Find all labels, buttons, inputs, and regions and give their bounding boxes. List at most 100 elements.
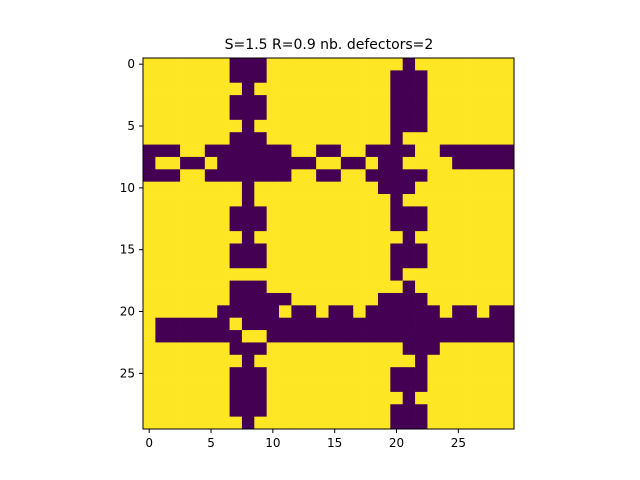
heatmap-cell bbox=[452, 206, 465, 220]
heatmap-cell bbox=[390, 206, 404, 220]
heatmap-cell bbox=[316, 317, 329, 331]
heatmap-cell bbox=[155, 379, 169, 393]
heatmap-cell bbox=[427, 391, 441, 405]
heatmap-cell bbox=[316, 292, 329, 306]
heatmap-cell bbox=[377, 206, 391, 220]
heatmap-cell bbox=[353, 367, 366, 380]
heatmap-cell bbox=[279, 354, 292, 368]
heatmap-cell bbox=[415, 292, 428, 306]
heatmap-cell bbox=[303, 379, 317, 393]
heatmap-cell bbox=[204, 317, 218, 331]
heatmap-cell bbox=[279, 268, 292, 281]
heatmap-cell bbox=[489, 70, 502, 84]
heatmap-cell bbox=[353, 144, 366, 158]
heatmap-cell bbox=[476, 354, 490, 368]
heatmap-cell bbox=[489, 231, 502, 244]
heatmap-cell bbox=[402, 169, 416, 183]
heatmap-cell bbox=[415, 82, 428, 96]
heatmap-cell bbox=[291, 330, 305, 343]
heatmap-cell bbox=[229, 169, 243, 183]
heatmap-cell bbox=[439, 231, 453, 244]
heatmap-cell bbox=[192, 156, 206, 170]
heatmap-cell bbox=[452, 354, 465, 368]
heatmap-cell bbox=[266, 206, 280, 220]
heatmap-cell bbox=[192, 181, 206, 195]
heatmap-cell bbox=[439, 317, 453, 331]
heatmap-cell bbox=[415, 404, 428, 417]
heatmap-cell bbox=[217, 181, 230, 195]
heatmap-cell bbox=[476, 416, 490, 430]
heatmap-cell bbox=[143, 82, 156, 96]
heatmap-cell bbox=[143, 404, 156, 417]
heatmap-cell bbox=[266, 317, 280, 331]
heatmap-cell bbox=[328, 280, 342, 294]
heatmap-cell bbox=[464, 194, 478, 207]
heatmap-cell bbox=[340, 292, 354, 306]
heatmap-cell bbox=[241, 194, 255, 207]
heatmap-cell bbox=[452, 82, 465, 96]
heatmap-cell bbox=[489, 169, 502, 183]
heatmap-cell bbox=[229, 194, 243, 207]
heatmap-cell bbox=[279, 305, 292, 319]
x-tick-label: 15 bbox=[327, 436, 342, 450]
heatmap-cell bbox=[192, 70, 206, 84]
heatmap-cell bbox=[464, 119, 478, 133]
heatmap-cell bbox=[316, 379, 329, 393]
heatmap-cell bbox=[303, 218, 317, 232]
heatmap-cell bbox=[204, 354, 218, 368]
heatmap-cell bbox=[266, 391, 280, 405]
heatmap-cell bbox=[353, 107, 366, 121]
heatmap-cell bbox=[489, 82, 502, 96]
heatmap-cell bbox=[377, 255, 391, 269]
heatmap-cell bbox=[291, 379, 305, 393]
heatmap-cell bbox=[427, 305, 441, 319]
heatmap-cell bbox=[266, 169, 280, 183]
heatmap-cell bbox=[365, 218, 379, 232]
heatmap-cell bbox=[279, 330, 292, 343]
heatmap-cell bbox=[402, 317, 416, 331]
heatmap-cell bbox=[316, 194, 329, 207]
heatmap-cells bbox=[143, 58, 515, 430]
heatmap-cell bbox=[476, 58, 490, 71]
heatmap-cell bbox=[291, 280, 305, 294]
heatmap-cell bbox=[365, 156, 379, 170]
heatmap-cell bbox=[402, 107, 416, 121]
heatmap-cell bbox=[427, 181, 441, 195]
heatmap-cell bbox=[353, 218, 366, 232]
heatmap-cell bbox=[167, 231, 181, 244]
heatmap-cell bbox=[241, 82, 255, 96]
heatmap-cell bbox=[439, 292, 453, 306]
heatmap-cell bbox=[254, 268, 268, 281]
heatmap-cell bbox=[353, 416, 366, 430]
heatmap-cell bbox=[464, 144, 478, 158]
heatmap-cell bbox=[353, 132, 366, 145]
heatmap-cell bbox=[167, 416, 181, 430]
heatmap-cell bbox=[353, 305, 366, 319]
heatmap-cell bbox=[415, 58, 428, 71]
heatmap-cell bbox=[241, 280, 255, 294]
heatmap-cell bbox=[180, 379, 193, 393]
heatmap-cell bbox=[390, 268, 404, 281]
heatmap-cell bbox=[501, 268, 515, 281]
heatmap-cell bbox=[167, 243, 181, 257]
heatmap-cell bbox=[241, 70, 255, 84]
heatmap-cell bbox=[415, 416, 428, 430]
heatmap-cell bbox=[377, 379, 391, 393]
heatmap-cell bbox=[192, 330, 206, 343]
heatmap-cell bbox=[229, 156, 243, 170]
heatmap-cell bbox=[180, 292, 193, 306]
heatmap-cell bbox=[501, 206, 515, 220]
heatmap-cell bbox=[279, 132, 292, 145]
heatmap-cell bbox=[291, 243, 305, 257]
heatmap-cell bbox=[415, 243, 428, 257]
heatmap-cell bbox=[353, 391, 366, 405]
heatmap-cell bbox=[254, 169, 268, 183]
heatmap-cell bbox=[402, 255, 416, 269]
heatmap-cell bbox=[192, 317, 206, 331]
heatmap-cell bbox=[402, 218, 416, 232]
heatmap-cell bbox=[476, 404, 490, 417]
heatmap-cell bbox=[476, 169, 490, 183]
heatmap-cell bbox=[167, 144, 181, 158]
heatmap-cell bbox=[229, 95, 243, 108]
